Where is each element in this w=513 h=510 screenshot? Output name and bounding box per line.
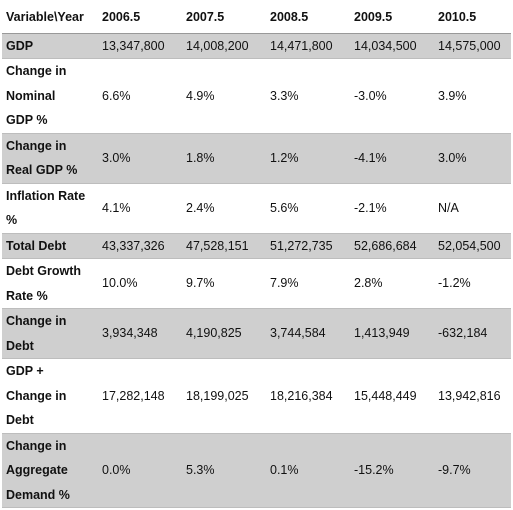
header-year-2006: 2006.5 xyxy=(98,2,182,34)
table-cell: 6.6% xyxy=(98,58,182,134)
table-cell: 2.8% xyxy=(350,258,434,309)
row-label-line: Change in xyxy=(6,138,67,153)
table-cell: 3,934,348 xyxy=(98,308,182,359)
row-label-line: Aggregate xyxy=(6,463,68,477)
row-label-line: Total Debt xyxy=(6,238,67,253)
table-cell: 18,199,025 xyxy=(182,358,266,434)
row-label-line: Debt Growth xyxy=(6,264,81,278)
table-cell: 9.7% xyxy=(182,258,266,309)
table-cell: -9.7% xyxy=(434,433,511,508)
header-year-2009: 2009.5 xyxy=(350,2,434,34)
table-body: GDP 13,347,800 14,008,200 14,471,800 14,034,… xyxy=(2,33,511,508)
table-cell: 14,575,000 xyxy=(434,33,511,59)
table-row: Debt Growth Rate % 10.0% 9.7% 7.9% 2.8% -1.2% xyxy=(2,258,511,309)
table-cell: 0.0% xyxy=(98,433,182,508)
table-cell: 1,413,949 xyxy=(350,308,434,359)
row-label-line: Debt xyxy=(6,338,34,353)
row-label-line: Rate % xyxy=(6,288,48,303)
header-variable-year: Variable\Year xyxy=(2,2,98,34)
table-cell: 3.3% xyxy=(266,58,350,134)
table-cell: 15,448,449 xyxy=(350,358,434,434)
table-cell: 18,216,384 xyxy=(266,358,350,434)
table-cell: 4.9% xyxy=(182,58,266,134)
row-label-line: Change in xyxy=(6,314,67,328)
row-label-line: Change in xyxy=(6,64,67,78)
table-row: Change in Nominal GDP % 6.6% 4.9% 3.3% -3.0% 3.… xyxy=(2,58,511,134)
table-cell: -4.1% xyxy=(350,133,434,184)
table-row: Change in Debt 3,934,348 4,190,825 3,744,584… xyxy=(2,308,511,359)
table-header: Variable\Year 2006.5 2007.5 2008.5 2009.… xyxy=(2,2,511,34)
row-label: Change in Nominal GDP % xyxy=(2,58,98,134)
row-label: Change in Aggregate Demand % xyxy=(2,433,98,508)
table-cell: 3,744,584 xyxy=(266,308,350,359)
table-cell: 1.2% xyxy=(266,133,350,184)
row-label: GDP xyxy=(2,33,98,59)
table-cell: 13,347,800 xyxy=(98,33,182,59)
row-label-line: Change in xyxy=(6,388,67,403)
table-cell: -15.2% xyxy=(350,433,434,508)
row-label-line: Real GDP % xyxy=(6,163,78,177)
header-row: Variable\Year 2006.5 2007.5 2008.5 2009.… xyxy=(2,2,511,34)
table-cell: 5.3% xyxy=(182,433,266,508)
table-row: Change in Real GDP % 3.0% 1.8% 1.2% -4.1% 3.0% xyxy=(2,133,511,184)
row-label-line: % xyxy=(6,213,18,227)
table-cell: 13,942,816 xyxy=(434,358,511,434)
table-row: GDP 13,347,800 14,008,200 14,471,800 14,034,… xyxy=(2,33,511,59)
row-label-line: Inflation Rate xyxy=(6,188,86,203)
table-cell: 3.9% xyxy=(434,58,511,134)
table-cell: 4,190,825 xyxy=(182,308,266,359)
table-row: Inflation Rate% 4.1% 2.4% 5.6% -2.1% N/A xyxy=(2,183,511,234)
table-cell: 10.0% xyxy=(98,258,182,309)
table-cell: 1.8% xyxy=(182,133,266,184)
header-year-2010: 2010.5 xyxy=(434,2,511,34)
table-cell: 5.6% xyxy=(266,183,350,234)
table-cell: 14,471,800 xyxy=(266,33,350,59)
table-cell: 47,528,151 xyxy=(182,233,266,259)
table-cell: 2.4% xyxy=(182,183,266,234)
table-cell: -3.0% xyxy=(350,58,434,134)
table-row: Total Debt 43,337,326 47,528,151 51,272,735… xyxy=(2,233,511,259)
row-label: GDP + Change in Debt xyxy=(2,358,98,434)
table-cell: 52,054,500 xyxy=(434,233,511,259)
table-cell: 3.0% xyxy=(434,133,511,184)
table-row: Change in Aggregate Demand % 0.0% 5.3% 0.1% -1… xyxy=(2,433,511,508)
table-cell: 51,272,735 xyxy=(266,233,350,259)
table-cell: -632,184 xyxy=(434,308,511,359)
row-label: Debt Growth Rate % xyxy=(2,258,98,309)
row-label-line: GDP xyxy=(6,38,34,53)
table-cell: 17,282,148 xyxy=(98,358,182,434)
table-cell: 14,008,200 xyxy=(182,33,266,59)
row-label-line: Nominal xyxy=(6,88,56,103)
header-year-2008: 2008.5 xyxy=(266,2,350,34)
row-label: Change in Real GDP % xyxy=(2,133,98,184)
table-cell: 14,034,500 xyxy=(350,33,434,59)
table-cell: 7.9% xyxy=(266,258,350,309)
table-cell: -1.2% xyxy=(434,258,511,309)
row-label-line: GDP % xyxy=(6,113,48,127)
table-cell: N/A xyxy=(434,183,511,234)
row-label-line: Change in xyxy=(6,438,67,453)
row-label: Change in Debt xyxy=(2,308,98,359)
row-label: Inflation Rate% xyxy=(2,183,98,234)
table-row: GDP + Change in Debt 17,282,148 18,199,025 18… xyxy=(2,358,511,434)
table-cell: -2.1% xyxy=(350,183,434,234)
table-cell: 0.1% xyxy=(266,433,350,508)
row-label-line: Demand % xyxy=(6,487,70,502)
table-cell: 4.1% xyxy=(98,183,182,234)
table-cell: 52,686,684 xyxy=(350,233,434,259)
table-cell: 43,337,326 xyxy=(98,233,182,259)
row-label: Total Debt xyxy=(2,233,98,259)
table-cell: 3.0% xyxy=(98,133,182,184)
row-label-line: Debt xyxy=(6,413,34,427)
row-label-line: GDP + xyxy=(6,364,44,378)
header-year-2007: 2007.5 xyxy=(182,2,266,34)
